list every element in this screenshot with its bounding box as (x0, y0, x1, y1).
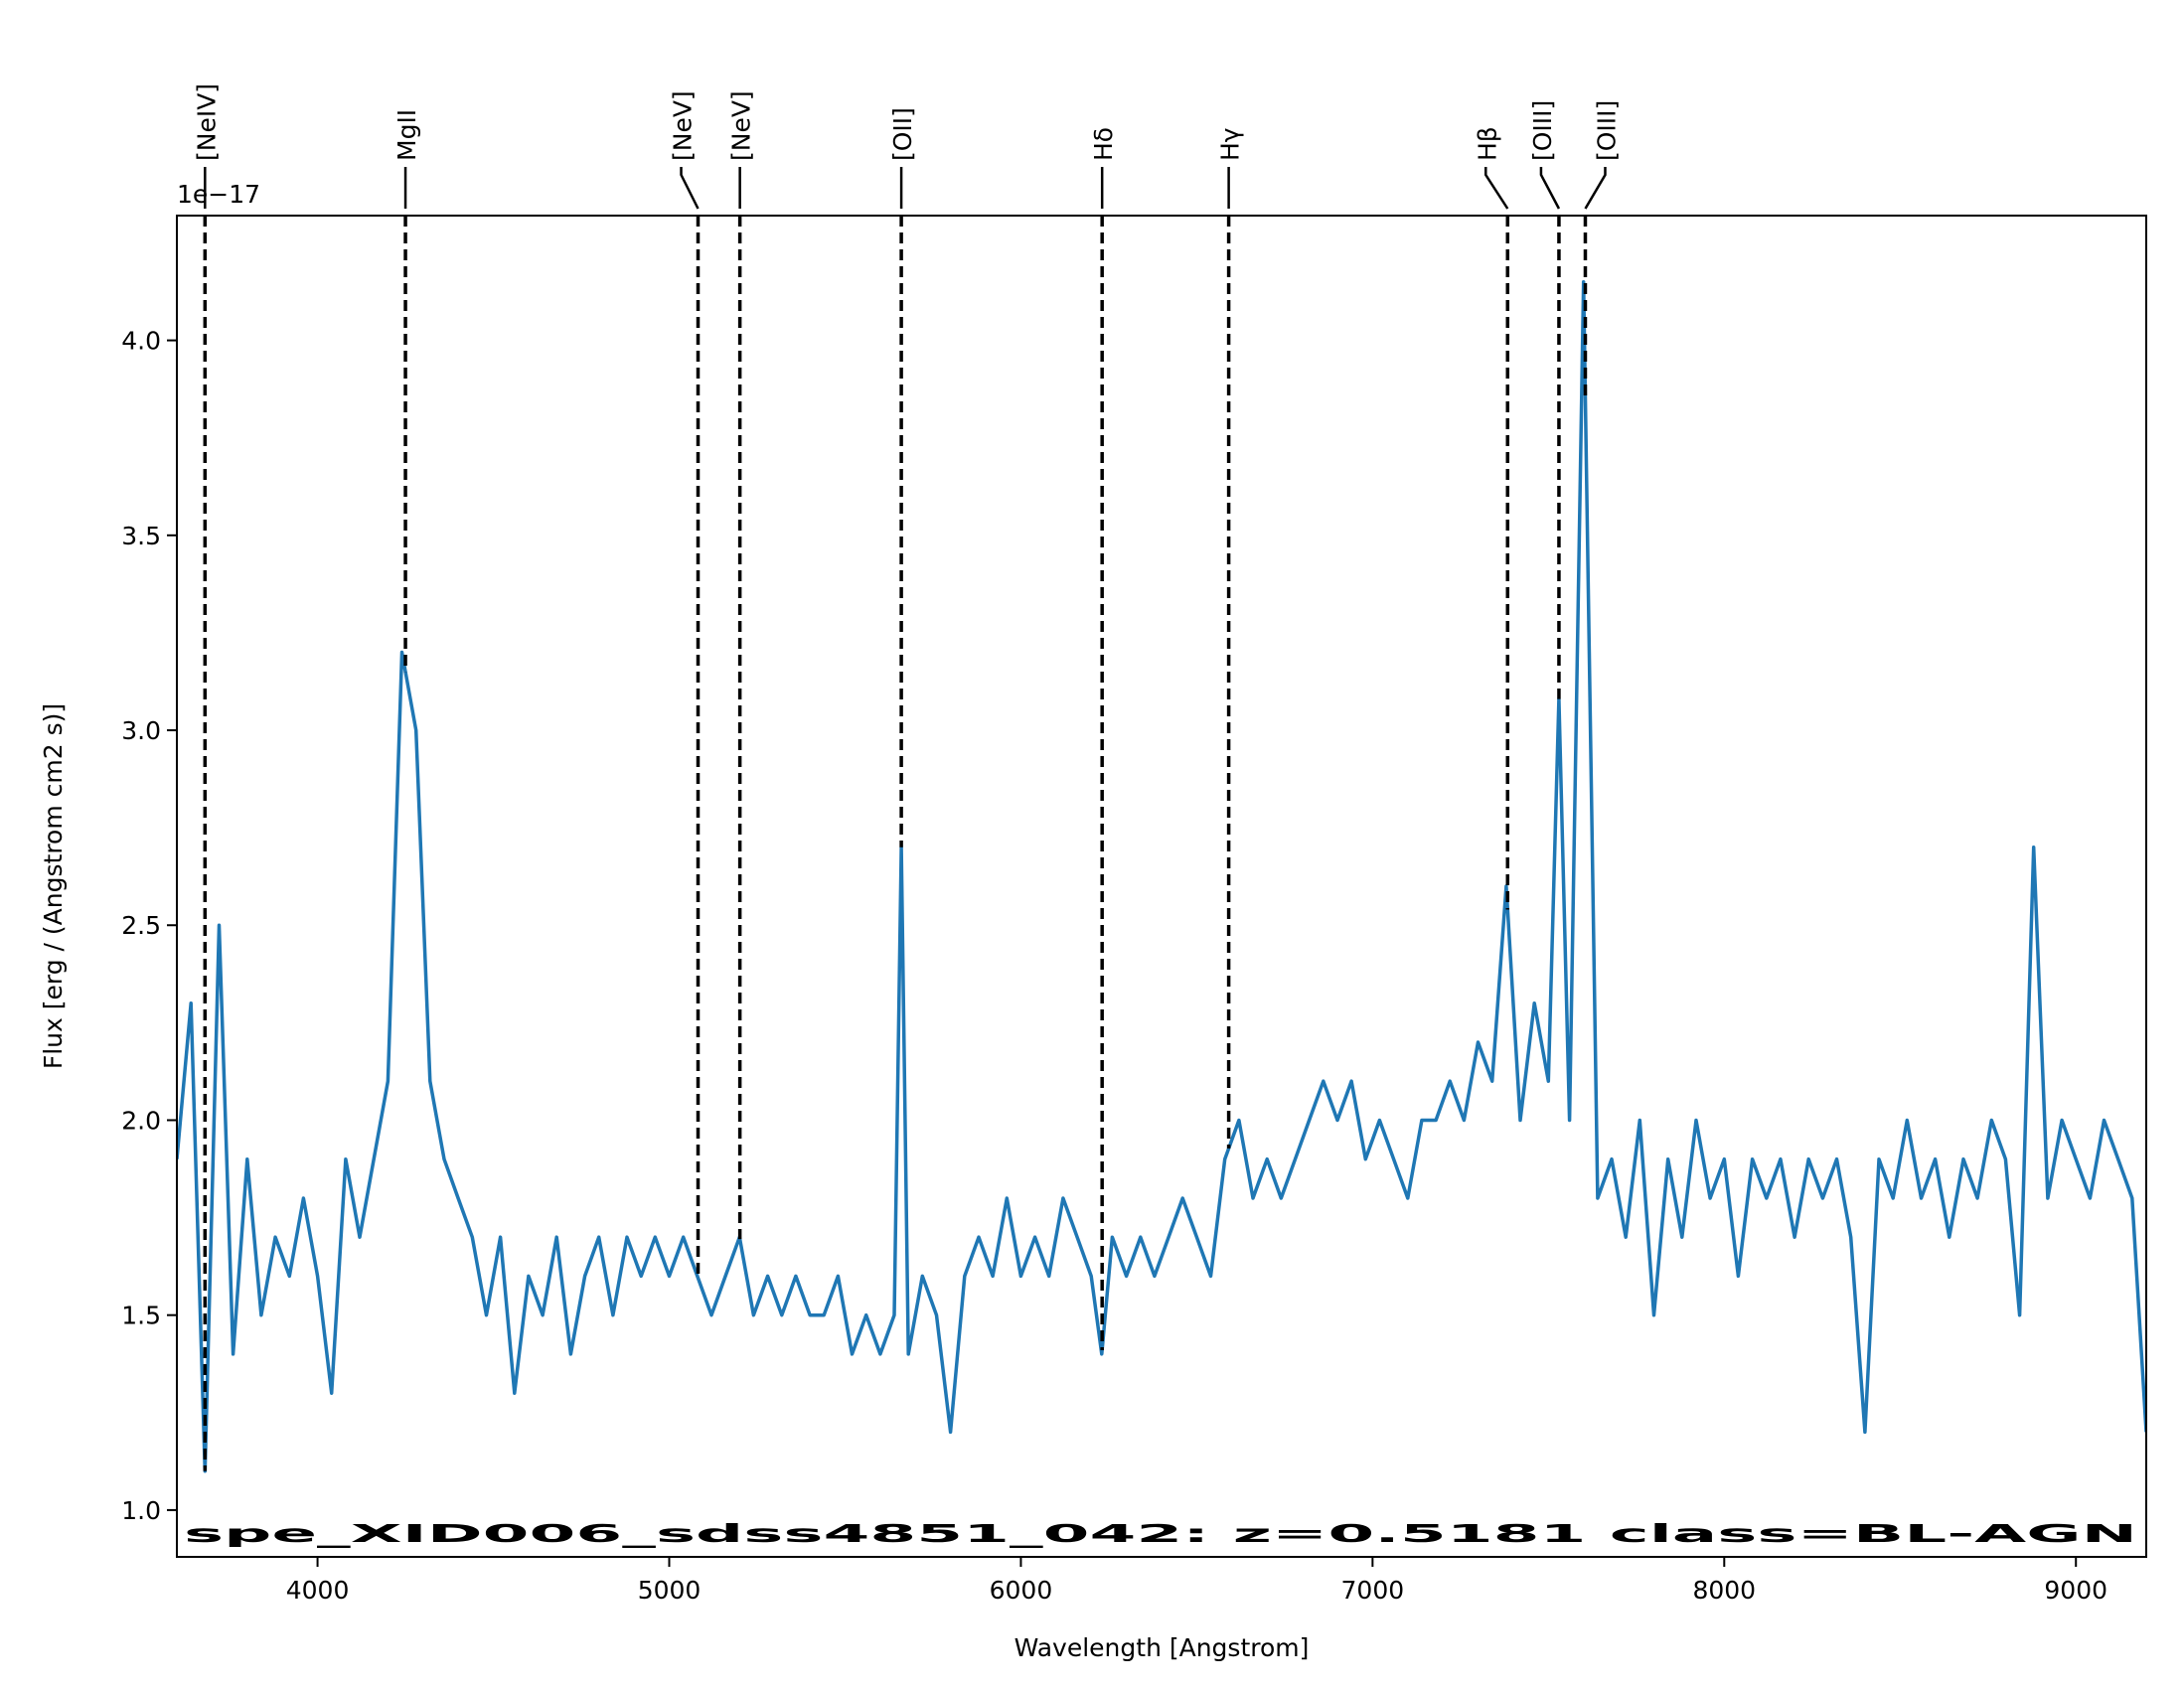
y-tick-label: 1.0 (121, 1496, 161, 1525)
y-tick-label: 4.0 (121, 327, 161, 356)
label-connector (1584, 167, 1607, 210)
line-label: Hβ (1473, 126, 1501, 161)
chart-title: spe_XID006_sdss4851_042: z=0.5181 class=… (184, 1519, 2137, 1548)
label-connector (680, 167, 700, 210)
line-label: [NeIV] (192, 83, 221, 161)
y-tick-label: 1.5 (121, 1302, 161, 1330)
line-label: [OIII] (1528, 100, 1557, 161)
label-connector (1484, 167, 1509, 210)
y-tick-label: 3.0 (121, 716, 161, 745)
y-tick-label: 3.5 (121, 522, 161, 550)
label-connector (1539, 167, 1561, 210)
x-tick-label: 5000 (638, 1576, 702, 1605)
line-label: MgII (392, 109, 421, 161)
x-tick-label: 7000 (1341, 1576, 1405, 1605)
line-label: [OIII] (1592, 100, 1621, 161)
x-tick-label: 6000 (990, 1576, 1053, 1605)
x-tick-label: 9000 (2044, 1576, 2107, 1605)
x-tick-label: 8000 (1692, 1576, 1756, 1605)
line-label: [OII] (888, 107, 917, 161)
line-label: [NeV] (669, 90, 698, 161)
y-tick-label: 2.5 (121, 911, 161, 940)
x-tick-label: 4000 (286, 1576, 350, 1605)
plot-frame (176, 215, 2147, 1558)
line-label: [NeV] (727, 90, 756, 161)
spectrum-line (177, 279, 2146, 1473)
x-axis-label: Wavelength [Angstrom] (1014, 1633, 1310, 1662)
y-offset-label: 1e−17 (177, 180, 260, 209)
y-axis-label: Flux [erg / (Angstrom cm2 s)] (39, 703, 68, 1069)
line-label: Hγ (1216, 127, 1245, 161)
line-label: Hδ (1089, 127, 1118, 161)
y-tick-label: 2.0 (121, 1106, 161, 1135)
